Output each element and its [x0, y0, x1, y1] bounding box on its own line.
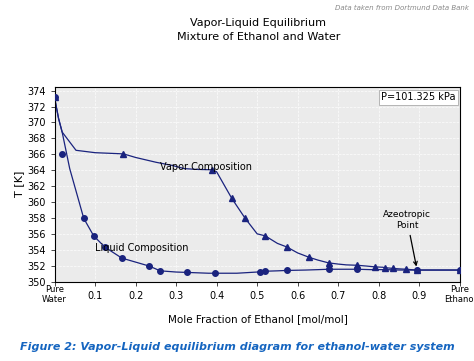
Text: Figure 2: Vapor-Liquid equilibrium diagram for ethanol-water system: Figure 2: Vapor-Liquid equilibrium diagr… [19, 342, 455, 352]
Y-axis label: T [K]: T [K] [14, 171, 24, 197]
Text: Pure
Ethanol: Pure Ethanol [444, 285, 474, 304]
Text: P=101.325 kPa: P=101.325 kPa [381, 92, 456, 103]
Text: Vapor Composition: Vapor Composition [160, 162, 252, 172]
Text: Vapor-Liquid Equilibrium
Mixture of Ethanol and Water: Vapor-Liquid Equilibrium Mixture of Etha… [177, 18, 340, 42]
Text: Azeotropic
Point: Azeotropic Point [383, 210, 431, 265]
Text: Data taken from Dortmund Data Bank: Data taken from Dortmund Data Bank [336, 5, 469, 12]
Text: Mole Fraction of Ethanol [mol/mol]: Mole Fraction of Ethanol [mol/mol] [168, 314, 348, 325]
Text: Liquid Composition: Liquid Composition [95, 243, 189, 253]
Text: Pure
Water: Pure Water [42, 285, 67, 304]
